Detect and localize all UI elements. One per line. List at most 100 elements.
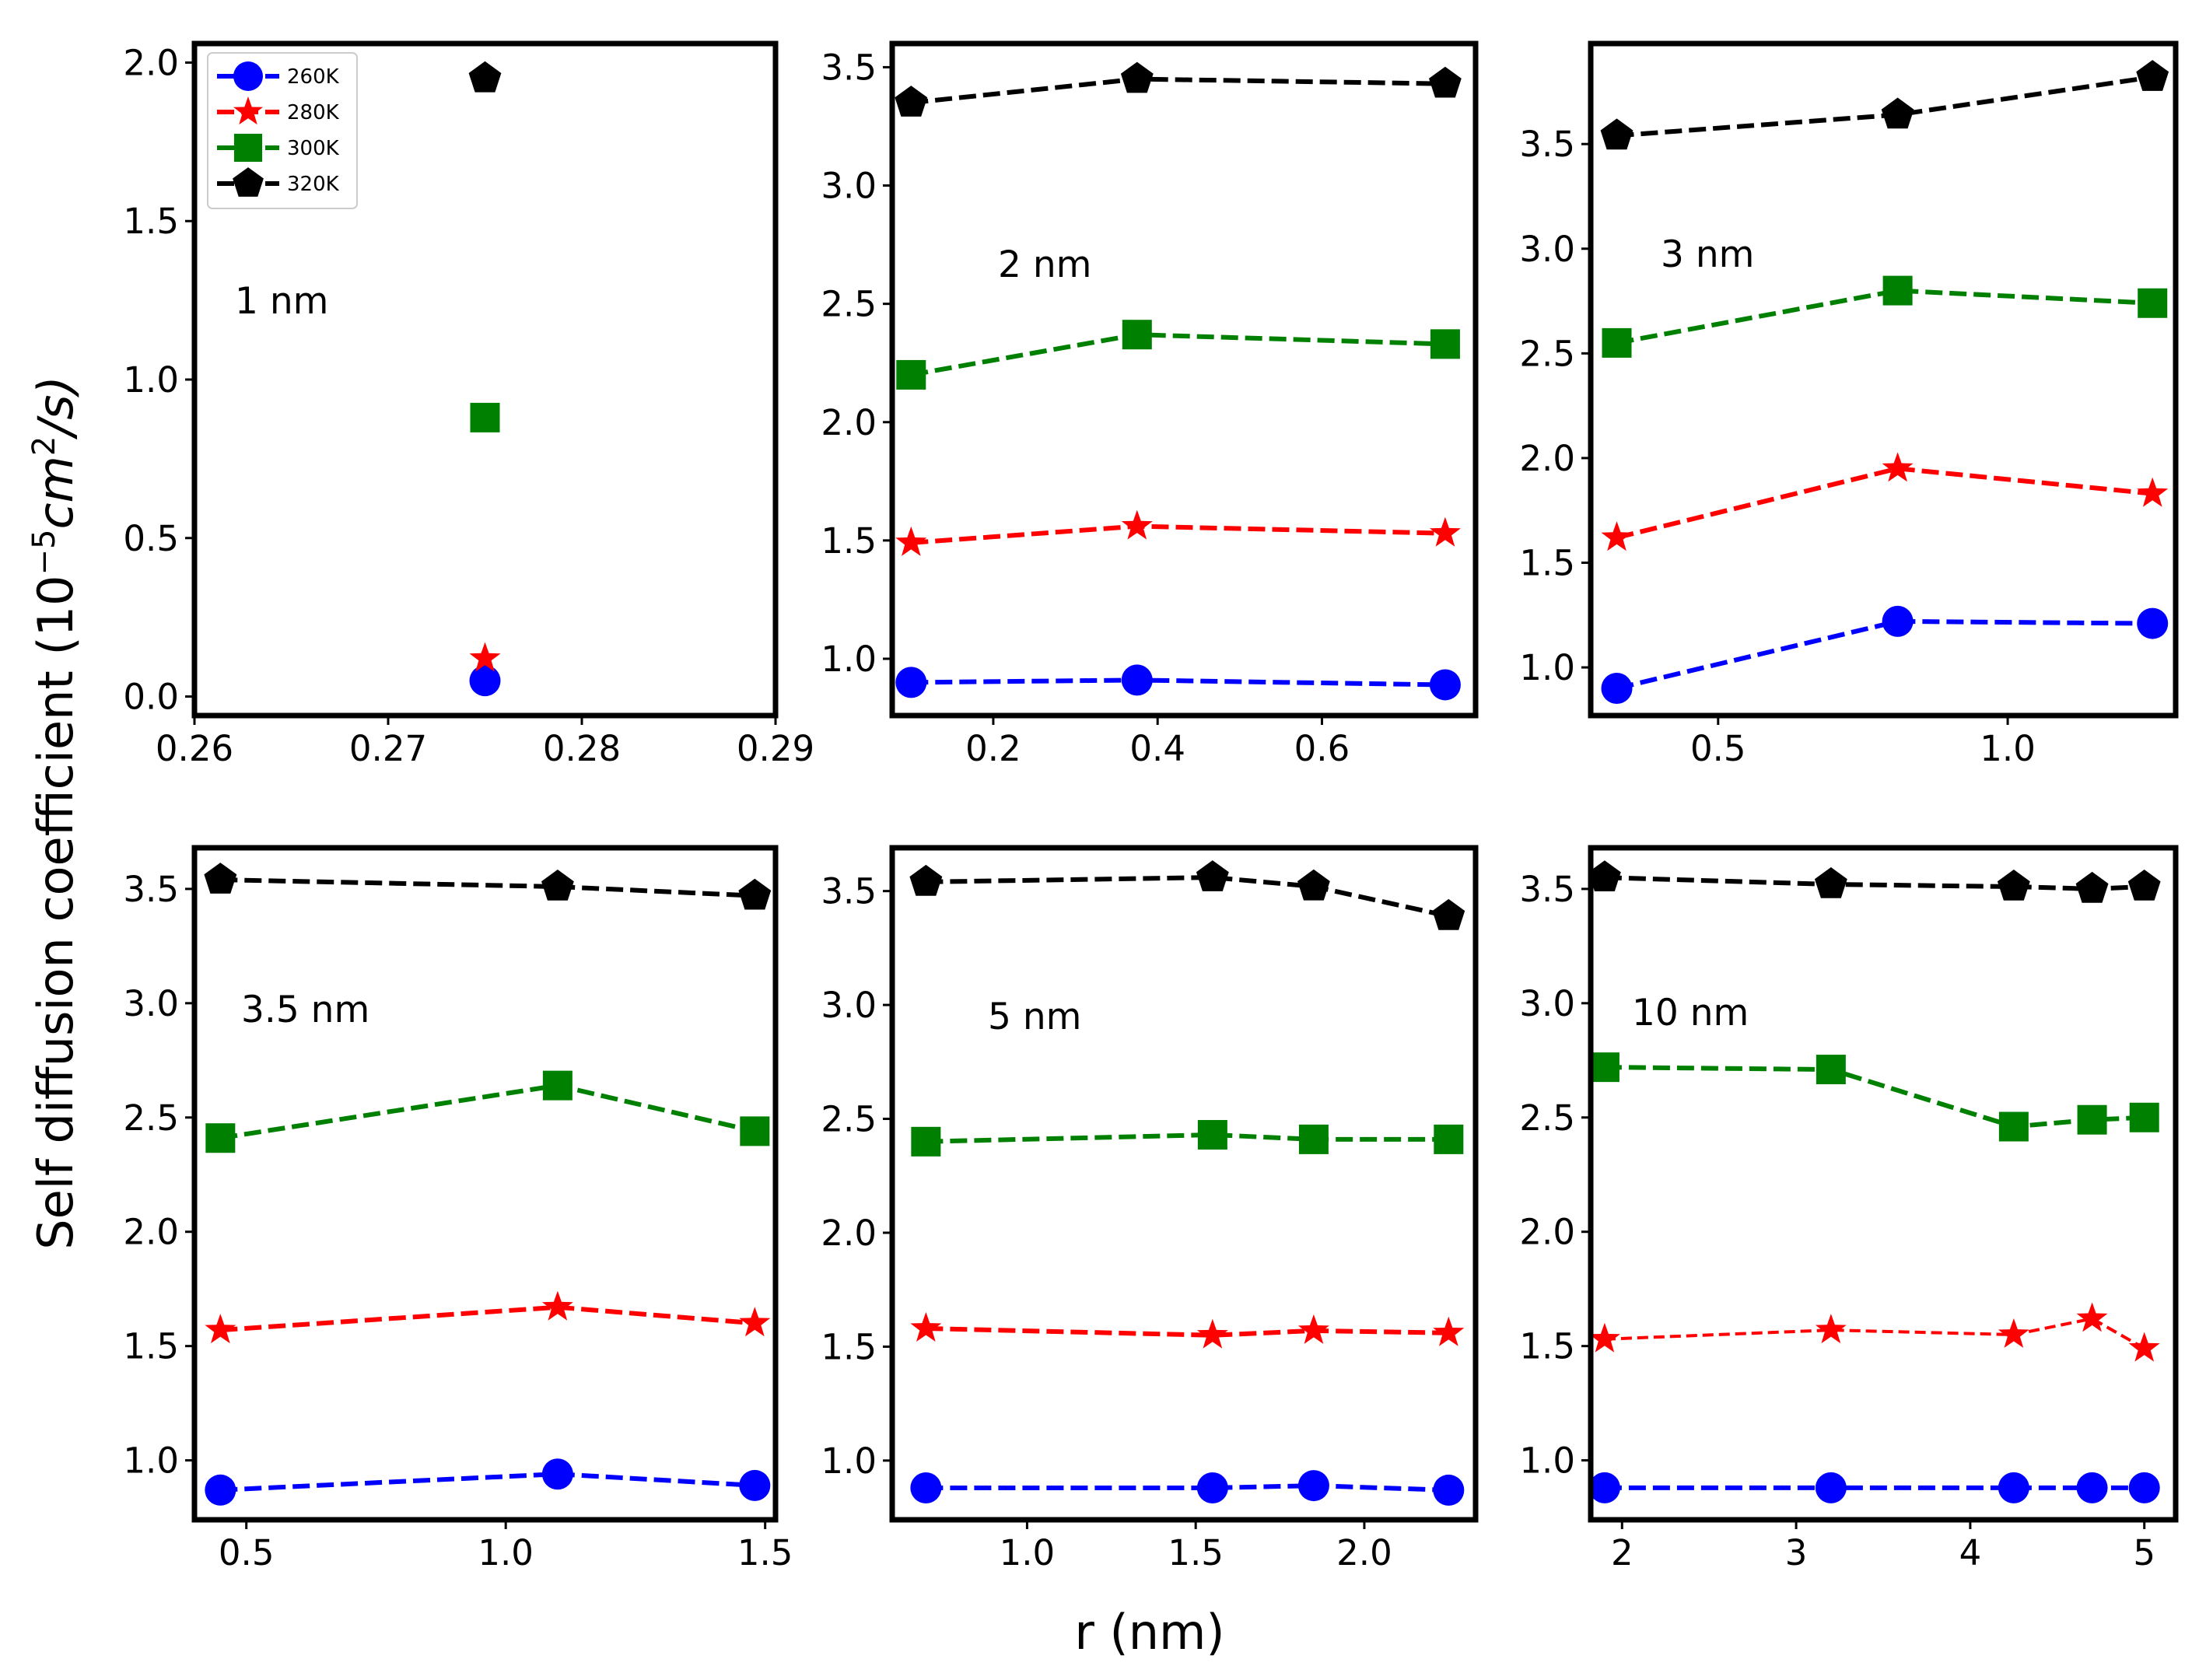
data-point-280K (1882, 452, 1914, 482)
x-tick-label: 1.0 (478, 1532, 534, 1573)
y-tick-label: 3.5 (1519, 124, 1575, 165)
data-point-260K (2128, 1472, 2160, 1503)
panel-label: 10 nm (1632, 992, 1749, 1034)
data-point-300K (470, 402, 500, 432)
y-tick-label: 1.5 (123, 1326, 179, 1367)
data-point-300K (896, 359, 926, 390)
x-tick-label: 1.5 (737, 1532, 793, 1573)
data-point-280K (895, 526, 927, 556)
data-point-260K (1433, 1474, 1465, 1506)
data-point-320K (541, 870, 574, 901)
data-point-260K (910, 1472, 942, 1503)
series-260K (1601, 605, 2169, 705)
y-tick-label: 1.0 (1519, 647, 1575, 688)
x-tick-label: 3 (1785, 1532, 1808, 1573)
y-tick-label: 3.0 (123, 983, 179, 1024)
data-point-320K (1120, 61, 1154, 93)
legend-marker-280K (233, 96, 263, 125)
series-280K (469, 642, 501, 672)
legend-marker-260K (233, 61, 263, 91)
x-tick-label: 4 (1959, 1532, 1982, 1573)
x-tick-label: 0.27 (349, 728, 427, 769)
data-point-260K (2137, 607, 2169, 639)
data-point-280K (2076, 1302, 2108, 1332)
data-point-320K (909, 864, 943, 896)
series-line-280K (220, 1304, 755, 1333)
series-320K (1600, 60, 2169, 150)
series-260K (895, 664, 1461, 701)
series-line-280K (926, 1326, 1449, 1338)
series-line-260K (911, 677, 1445, 688)
y-axis-title-tail: /s) (27, 376, 84, 439)
data-point-260K (1998, 1472, 2029, 1503)
data-point-280K (910, 1312, 942, 1342)
data-point-320K (895, 86, 928, 117)
y-tick-label: 1.0 (821, 1440, 877, 1482)
data-point-300K (2077, 1104, 2107, 1135)
x-tick-label: 2 (1611, 1532, 1633, 1573)
series-line-300K (910, 332, 1445, 377)
y-tick-label: 1.0 (123, 359, 179, 401)
series-320K (909, 860, 1465, 930)
data-point-320K (738, 878, 772, 910)
data-point-300K (1434, 1124, 1464, 1154)
data-point-260K (1882, 605, 1914, 637)
series-320K (1588, 860, 2161, 903)
data-point-280K (1196, 1318, 1228, 1349)
data-point-320K (1429, 66, 1462, 98)
y-axis-title-exponent: −5 (26, 530, 62, 576)
data-point-260K (1588, 1472, 1620, 1503)
series-line-320K (910, 76, 1445, 106)
y-tick-label: 3.5 (1519, 869, 1575, 910)
panel-3: 0.5 1.0 1.0 1.5 2.0 2.5 3.0 3.5 3 nm (1519, 40, 2179, 769)
series-280K (1601, 452, 2169, 551)
legend-label-280K: 280K (287, 101, 340, 124)
y-tick-label: 2.0 (821, 1213, 877, 1254)
panel-frame (1588, 40, 2179, 719)
data-point-280K (1588, 1322, 1620, 1353)
series-300K (470, 402, 500, 432)
y-tick-label: 3.0 (821, 985, 877, 1026)
series-line-260K (1616, 618, 2153, 691)
series-300K (896, 320, 1460, 390)
series-300K (911, 1120, 1464, 1157)
data-point-260K (1196, 1472, 1228, 1503)
y-tick-label: 2.0 (821, 402, 877, 443)
data-point-260K (1121, 664, 1153, 696)
legend-label-300K: 300K (287, 137, 340, 160)
panel-label: 1 nm (235, 280, 328, 323)
x-tick-label: 0.29 (737, 728, 814, 769)
data-point-280K (1121, 509, 1153, 540)
data-point-320K (1297, 869, 1330, 901)
data-point-260K (1429, 669, 1461, 701)
series-320K (895, 61, 1462, 117)
data-point-260K (1297, 1470, 1329, 1502)
series-280K (895, 509, 1461, 556)
panel-1: 0.26 0.27 0.28 0.290.00.51.01.52.01 nm260K2… (123, 40, 814, 769)
panel-label: 3 nm (1661, 233, 1754, 276)
y-tick-label: 1.0 (1519, 1440, 1575, 1482)
data-point-320K (1600, 118, 1633, 150)
y-tick-label: 1.5 (821, 520, 877, 562)
data-point-320K (2127, 870, 2161, 901)
legend-marker-300K (233, 133, 263, 163)
series-300K (1602, 275, 2168, 358)
series-line-320K (1616, 75, 2153, 138)
data-point-260K (541, 1458, 573, 1490)
series-260K (205, 1458, 771, 1506)
series-line-280K (911, 523, 1445, 545)
panel-2: 0.2 0.4 0.6 1.0 1.5 2.0 2.5 3.0 3.5 2 nm (821, 40, 1479, 769)
x-tick-label: 1.0 (1000, 1532, 1056, 1573)
y-tick-label: 3.0 (821, 166, 877, 207)
data-point-320K (1588, 860, 1621, 891)
x-tick-label: 0.5 (219, 1532, 275, 1573)
series-line-320K (1604, 875, 2145, 891)
series-320K (468, 61, 502, 93)
data-point-300K (1882, 275, 1913, 306)
y-tick-label: 2.0 (1519, 438, 1575, 479)
data-point-300K (2138, 288, 2168, 318)
x-tick-label: 1.0 (1980, 728, 2036, 769)
data-point-300K (911, 1126, 941, 1157)
data-point-300K (740, 1116, 770, 1146)
